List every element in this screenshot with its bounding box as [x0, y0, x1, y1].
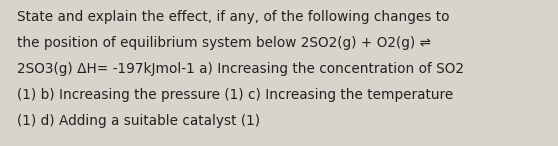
Text: (1) d) Adding a suitable catalyst (1): (1) d) Adding a suitable catalyst (1) — [17, 114, 260, 128]
Text: (1) b) Increasing the pressure (1) c) Increasing the temperature: (1) b) Increasing the pressure (1) c) In… — [17, 88, 453, 102]
Text: the position of equilibrium system below 2SO2(g) + O2(g) ⇌: the position of equilibrium system below… — [17, 36, 431, 50]
Text: State and explain the effect, if any, of the following changes to: State and explain the effect, if any, of… — [17, 10, 449, 24]
Text: 2SO3(g) ΔH= -197kJmol-1 a) Increasing the concentration of SO2: 2SO3(g) ΔH= -197kJmol-1 a) Increasing th… — [17, 62, 464, 76]
